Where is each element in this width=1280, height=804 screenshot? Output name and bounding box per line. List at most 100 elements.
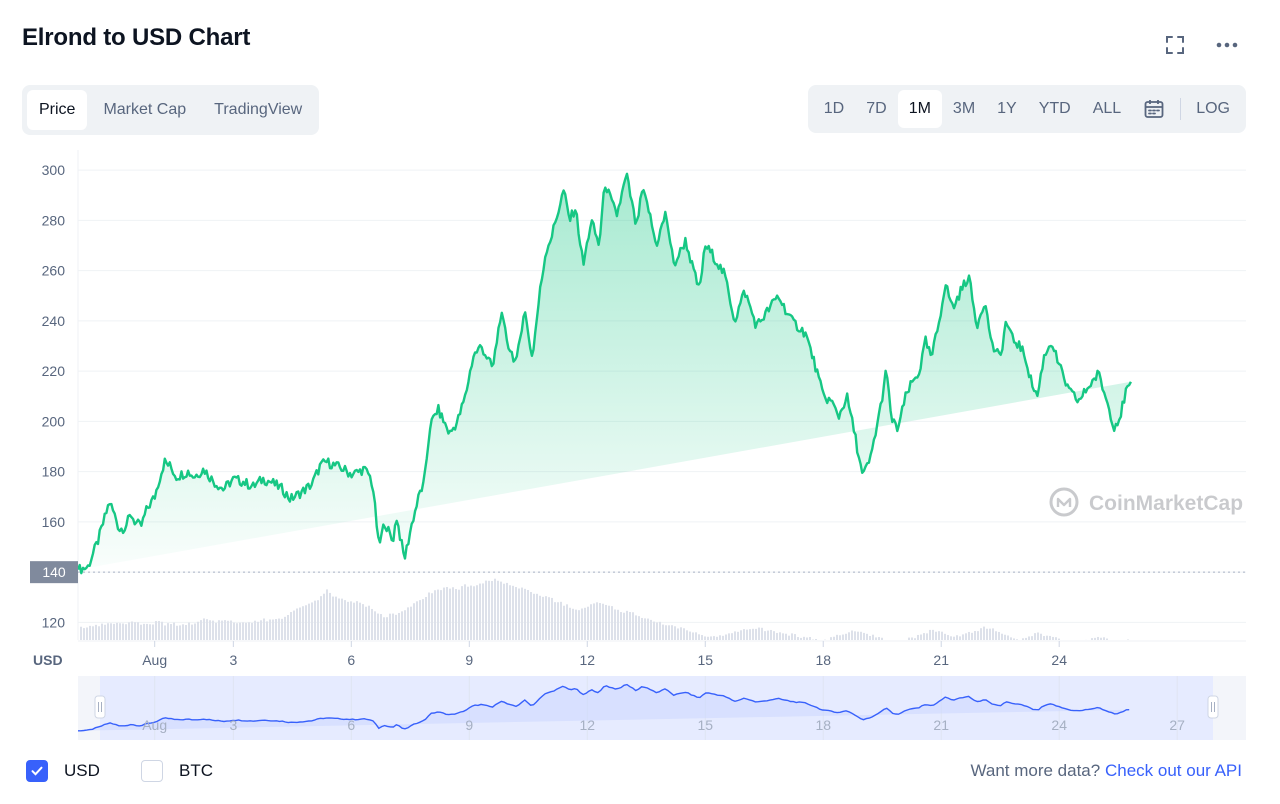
volume-bar <box>908 637 910 640</box>
volume-bar <box>995 631 997 640</box>
volume-bar <box>188 622 190 640</box>
volume-bar <box>1058 638 1060 640</box>
volume-bar <box>566 604 568 640</box>
volume-bar <box>464 584 466 640</box>
volume-bar <box>209 620 211 640</box>
tab-tradingview[interactable]: TradingView <box>214 101 303 118</box>
volume-bar <box>1013 638 1015 640</box>
volume-bar <box>524 588 526 640</box>
volume-bar <box>974 631 976 640</box>
volume-bar <box>845 633 847 640</box>
volume-bar <box>473 586 475 640</box>
volume-bar <box>416 601 418 640</box>
volume-bar <box>1034 633 1036 640</box>
volume-bar <box>848 632 850 640</box>
volume-bar <box>236 623 238 640</box>
volume-bar <box>293 610 295 640</box>
volume-bar <box>836 634 838 640</box>
api-link[interactable]: Check out our API <box>1104 761 1242 780</box>
volume-bar <box>110 623 112 640</box>
range-1d[interactable]: 1D <box>823 100 845 117</box>
range-navigator[interactable]: Aug 3 6 9 12 15 18 21 24 27 <box>78 676 1246 740</box>
volume-bar <box>167 623 169 640</box>
volume-bar <box>614 609 616 640</box>
volume-bar <box>95 624 97 640</box>
volume-bar <box>419 600 421 640</box>
volume-bar <box>758 627 760 640</box>
volume-bar <box>542 596 544 640</box>
navigator-right-handle[interactable] <box>1207 695 1219 719</box>
tab-market-cap[interactable]: Market Cap <box>103 101 187 118</box>
volume-bar <box>644 618 646 640</box>
volume-bar <box>1040 633 1042 640</box>
volume-bar <box>122 623 124 640</box>
price-chart[interactable]: CoinMarketCap 120 160 180 200 220 240 260 280 30… <box>0 140 1280 746</box>
volume-bar <box>272 619 274 640</box>
volume-bar <box>881 637 883 640</box>
volume-bar <box>356 601 358 640</box>
volume-bar <box>404 610 406 640</box>
volume-bar <box>269 619 271 640</box>
volume-bar <box>104 624 106 640</box>
volume-bar <box>551 597 553 640</box>
more-horizontal-icon[interactable] <box>1214 32 1240 58</box>
navigator-tick-label: 24 <box>1051 717 1067 733</box>
volume-bar <box>956 635 958 640</box>
volume-bar <box>449 588 451 640</box>
range-all[interactable]: ALL <box>1092 100 1122 117</box>
tab-price[interactable]: Price <box>27 90 88 130</box>
volume-bar <box>968 631 970 640</box>
btc-checkbox[interactable]: BTC <box>141 760 213 782</box>
volume-bar <box>662 624 664 640</box>
volume-bar <box>1007 635 1009 640</box>
log-scale-toggle[interactable]: LOG <box>1196 100 1230 117</box>
volume-bar <box>242 622 244 640</box>
volume-bar <box>359 602 361 640</box>
volume-bar <box>809 636 811 640</box>
volume-bar <box>578 610 580 640</box>
navigator-left-handle[interactable] <box>94 695 106 719</box>
fullscreen-icon[interactable] <box>1162 32 1188 58</box>
volume-bar <box>113 623 115 640</box>
volume-bar <box>446 587 448 640</box>
volume-bar <box>638 616 640 640</box>
calendar-icon[interactable] <box>1132 90 1176 128</box>
volume-bar <box>251 622 253 640</box>
volume-bar <box>1052 636 1054 640</box>
volume-bar <box>128 622 130 640</box>
volume-bar <box>575 609 577 640</box>
volume-bar <box>947 635 949 640</box>
volume-bar <box>302 606 304 640</box>
volume-bar <box>434 590 436 640</box>
volume-bar <box>452 587 454 640</box>
volume-bar <box>998 631 1000 640</box>
check-icon <box>31 766 43 776</box>
range-3m[interactable]: 3M <box>952 100 976 117</box>
volume-bar <box>1028 636 1030 640</box>
y-tick-label: 260 <box>42 263 66 279</box>
volume-bar <box>950 636 952 640</box>
volume-bar <box>920 634 922 640</box>
x-tick-label: 21 <box>933 652 949 668</box>
volume-bar <box>1025 637 1027 640</box>
range-1y[interactable]: 1Y <box>997 100 1017 117</box>
volume-bar <box>779 632 781 640</box>
volume-bar <box>218 620 220 640</box>
volume-bar <box>431 593 433 640</box>
volume-bar <box>617 609 619 640</box>
range-ytd[interactable]: YTD <box>1038 100 1071 117</box>
volume-bar <box>632 612 634 640</box>
volume-bar <box>488 580 490 640</box>
volume-bar <box>503 583 505 640</box>
range-7d[interactable]: 7D <box>866 100 887 117</box>
volume-bar <box>134 622 136 640</box>
volume-bar <box>599 603 601 640</box>
usd-checkbox[interactable]: USD <box>26 760 100 782</box>
btc-check-box[interactable] <box>141 760 163 782</box>
usd-check-box[interactable] <box>26 760 48 782</box>
volume-bar <box>815 639 817 640</box>
volume-bar <box>692 632 694 640</box>
range-1m[interactable]: 1M <box>897 90 942 128</box>
volume-bar <box>764 631 766 640</box>
volume-bar <box>833 636 835 640</box>
